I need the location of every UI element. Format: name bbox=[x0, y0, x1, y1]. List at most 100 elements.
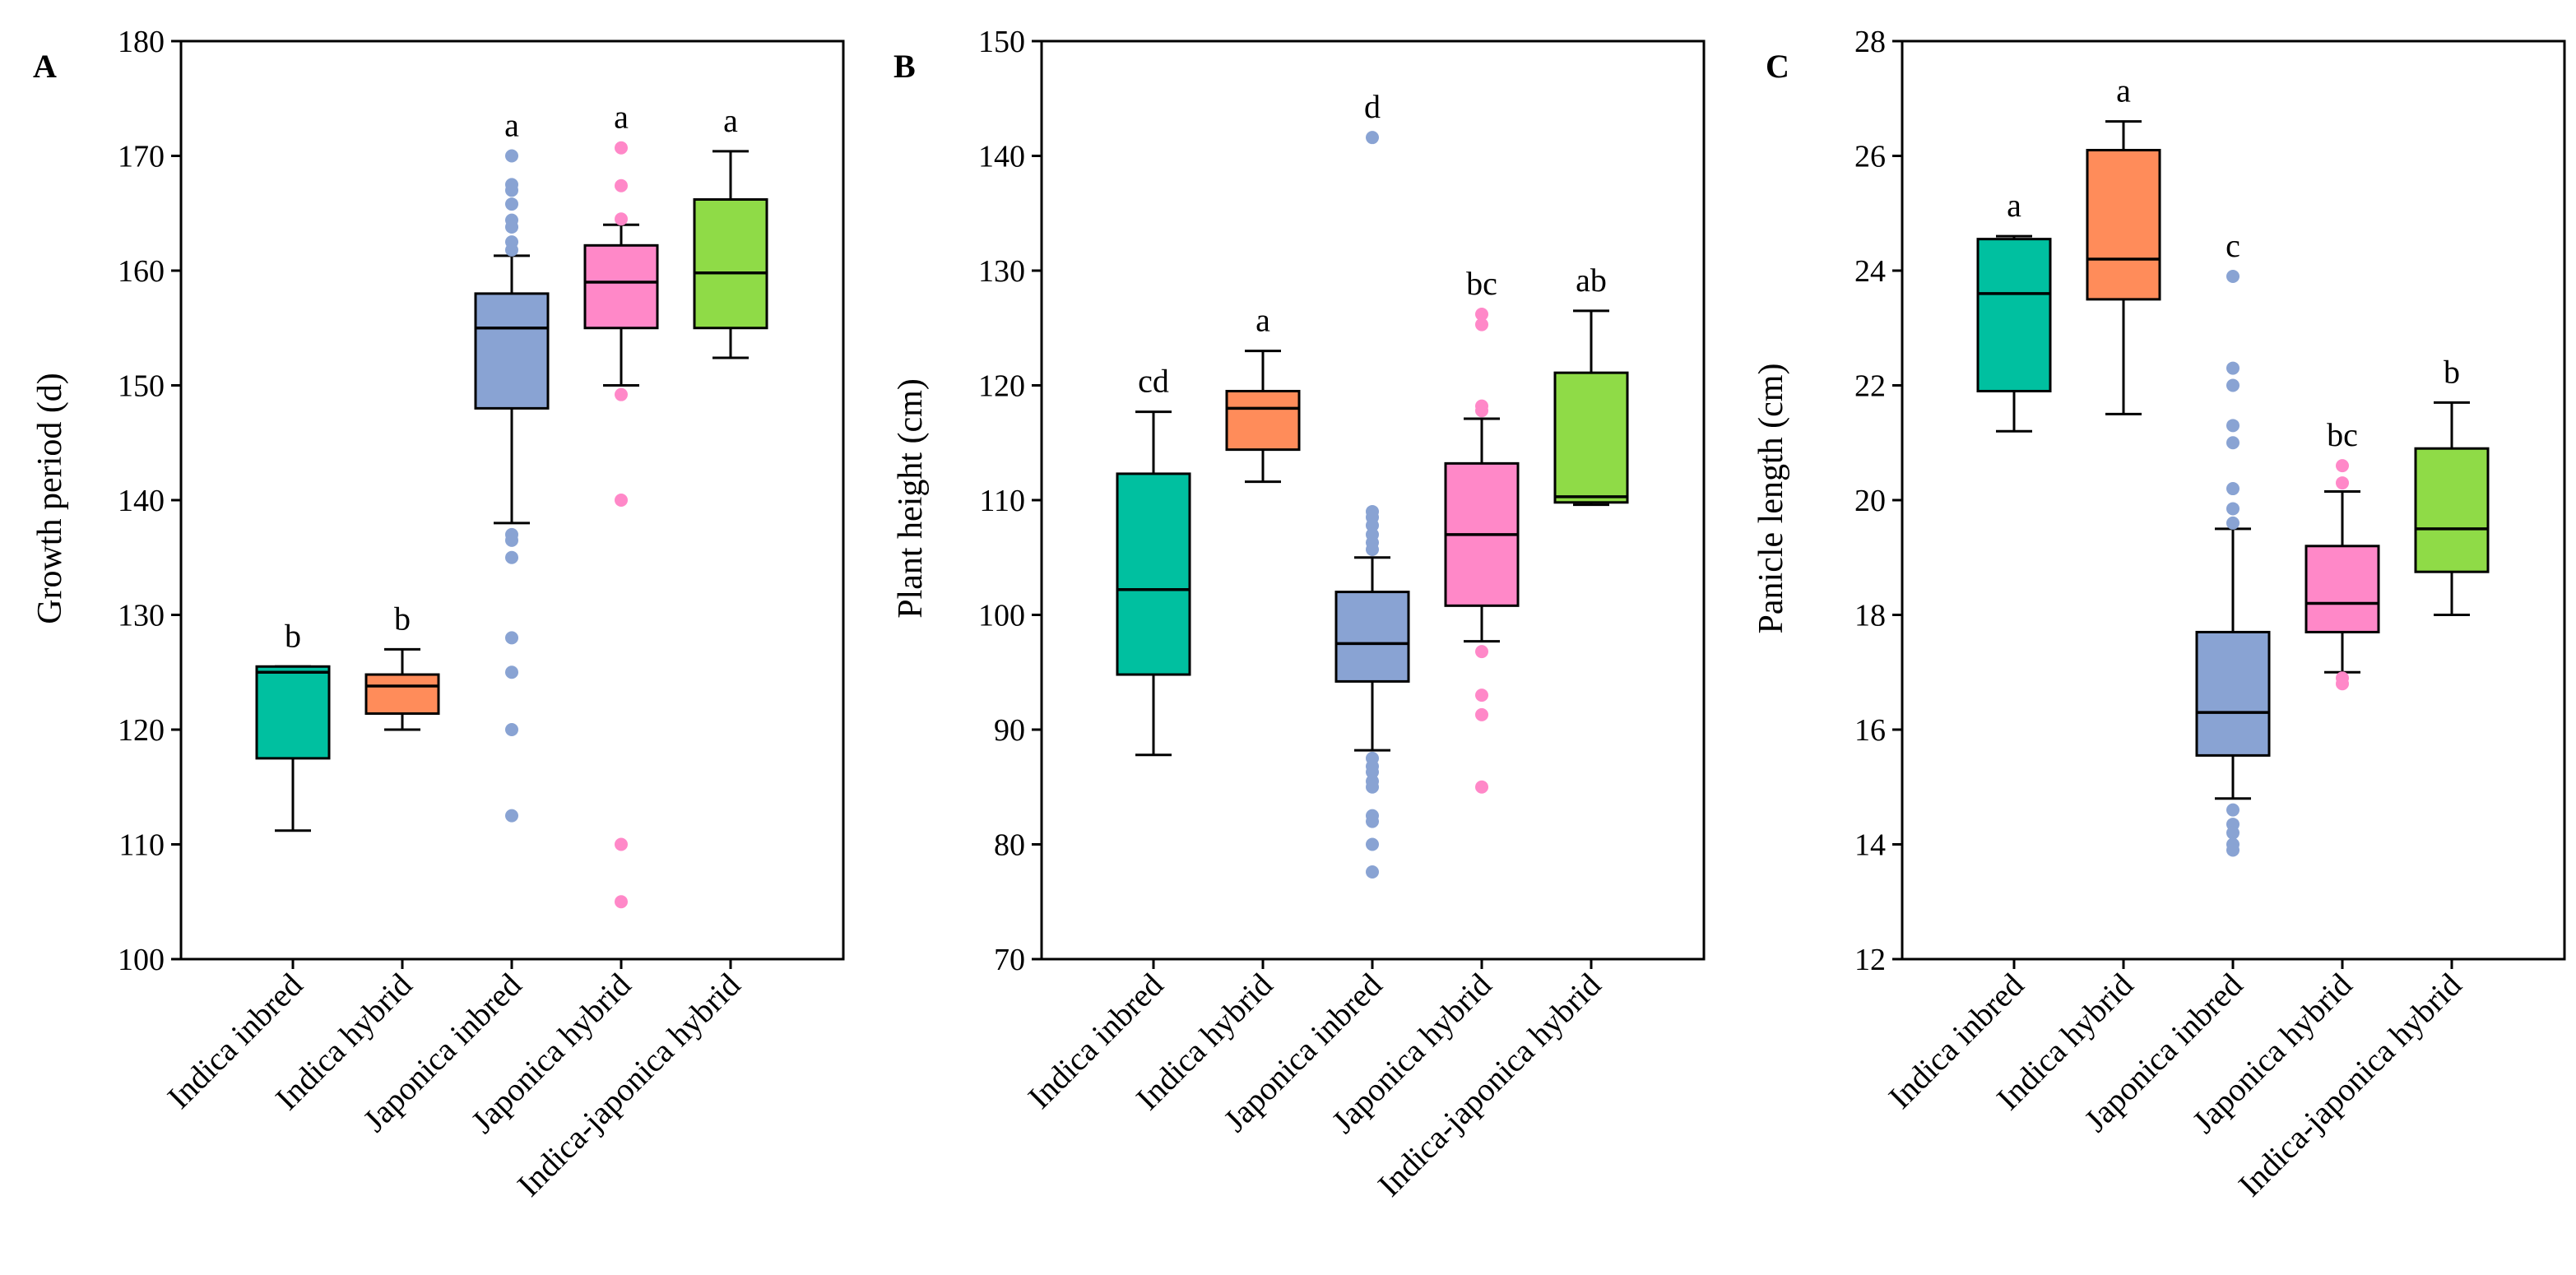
panel-c: C Panicle length (cm) 12 14 16 18 20 22 24 26 28… bbox=[1752, 25, 2566, 1204]
box bbox=[2086, 149, 2161, 301]
y-tick-label: 100 bbox=[978, 599, 1025, 633]
outlier-point bbox=[615, 141, 628, 155]
outlier-point bbox=[2226, 826, 2239, 840]
y-tick-label: 110 bbox=[118, 828, 165, 863]
y-tick-label: 90 bbox=[994, 713, 1025, 748]
y-tick-label: 120 bbox=[978, 369, 1025, 404]
outlier-point bbox=[505, 533, 518, 547]
y-tick-label: 100 bbox=[118, 943, 165, 977]
y-tick-label: 170 bbox=[118, 140, 165, 174]
y-tick-label: 20 bbox=[1854, 484, 1886, 518]
outlier-point bbox=[505, 665, 518, 679]
box bbox=[1334, 591, 1410, 683]
outlier-point bbox=[505, 183, 518, 197]
y-tick-label: 130 bbox=[978, 254, 1025, 289]
x-category-label: Indica-japonica hybrid bbox=[510, 967, 748, 1204]
box bbox=[255, 665, 331, 760]
y-tick-label: 26 bbox=[1854, 140, 1886, 174]
panel-letter: B bbox=[893, 48, 916, 85]
panel-b: B Plant height (cm) 70 80 90 100 110 120 130 14… bbox=[892, 25, 1706, 1204]
significance-letter: a bbox=[2007, 187, 2021, 224]
outlier-point bbox=[2336, 476, 2349, 490]
outlier-point bbox=[505, 220, 518, 234]
outlier-point bbox=[505, 243, 518, 257]
outlier-point bbox=[2226, 269, 2239, 283]
outlier-point bbox=[2226, 803, 2239, 817]
outlier-point bbox=[1475, 688, 1488, 702]
significance-letter: ab bbox=[1576, 262, 1607, 299]
outlier-point bbox=[505, 809, 518, 823]
outlier-point bbox=[1475, 780, 1488, 794]
significance-letter: c bbox=[2226, 227, 2240, 264]
outlier-point bbox=[1366, 780, 1379, 794]
outlier-point bbox=[1475, 707, 1488, 721]
significance-letter: b bbox=[2444, 353, 2460, 390]
outlier-point bbox=[1366, 814, 1379, 828]
panel-letter: C bbox=[1766, 48, 1789, 85]
box bbox=[364, 673, 440, 715]
outlier-point bbox=[2226, 516, 2239, 530]
y-tick-label: 140 bbox=[978, 140, 1025, 174]
y-tick-label: 14 bbox=[1854, 828, 1886, 863]
box bbox=[2195, 630, 2271, 757]
significance-letter: cd bbox=[1138, 363, 1169, 400]
y-axis-title: Growth period (d) bbox=[31, 373, 69, 624]
panel-a: A Growth period (d) 100 110 120 130 140 150 16… bbox=[31, 25, 845, 1204]
outlier-point bbox=[1475, 645, 1488, 659]
outlier-point bbox=[505, 550, 518, 564]
significance-letter: a bbox=[504, 107, 519, 144]
outlier-point bbox=[505, 631, 518, 645]
outlier-point bbox=[615, 178, 628, 192]
y-tick-label: 28 bbox=[1854, 25, 1886, 59]
significance-letter: a bbox=[614, 99, 629, 136]
y-tick-label: 150 bbox=[978, 25, 1025, 59]
y-tick-label: 16 bbox=[1854, 713, 1886, 748]
outlier-point bbox=[2226, 482, 2239, 496]
outlier-point bbox=[1366, 865, 1379, 879]
y-tick-label: 140 bbox=[118, 484, 165, 518]
y-axis-title: Plant height (cm) bbox=[892, 378, 930, 619]
outlier-point bbox=[1475, 308, 1488, 322]
outlier-point bbox=[1366, 518, 1379, 532]
box bbox=[583, 243, 659, 330]
x-category-label: Indica-japonica hybrid bbox=[2231, 967, 2469, 1204]
box bbox=[693, 198, 768, 330]
outlier-point bbox=[1475, 404, 1488, 418]
y-tick-label: 180 bbox=[118, 25, 165, 59]
outlier-point bbox=[615, 387, 628, 401]
significance-letter: bc bbox=[2327, 416, 2358, 453]
y-tick-label: 160 bbox=[118, 254, 165, 289]
outlier-point bbox=[615, 212, 628, 226]
significance-letter: bc bbox=[1466, 265, 1497, 302]
outlier-point bbox=[615, 895, 628, 909]
y-tick-label: 130 bbox=[118, 599, 165, 633]
outlier-point bbox=[505, 723, 518, 736]
y-tick-label: 110 bbox=[979, 484, 1025, 518]
significance-letter: d bbox=[1364, 88, 1381, 125]
box bbox=[1976, 238, 2052, 392]
outlier-point bbox=[2226, 843, 2239, 857]
box bbox=[2414, 447, 2490, 573]
outlier-point bbox=[1366, 765, 1379, 779]
outlier-point bbox=[1366, 542, 1379, 556]
y-tick-label: 80 bbox=[994, 828, 1025, 863]
panel-letter: A bbox=[33, 48, 57, 85]
box bbox=[1116, 472, 1191, 676]
box bbox=[1225, 389, 1301, 452]
y-tick-label: 24 bbox=[1854, 254, 1886, 289]
x-category-label: Indica-japonica hybrid bbox=[1371, 967, 1608, 1204]
y-axis-title: Panicle length (cm) bbox=[1752, 364, 1790, 634]
outlier-point bbox=[2336, 459, 2349, 473]
significance-letter: b bbox=[285, 617, 301, 654]
outlier-point bbox=[2336, 677, 2349, 691]
outlier-point bbox=[505, 149, 518, 163]
box bbox=[2304, 545, 2380, 633]
outlier-point bbox=[2226, 419, 2239, 433]
outlier-point bbox=[505, 197, 518, 211]
outlier-point bbox=[2226, 378, 2239, 392]
significance-letter: b bbox=[394, 600, 411, 637]
outlier-point bbox=[615, 494, 628, 507]
y-tick-label: 22 bbox=[1854, 369, 1886, 404]
significance-letter: a bbox=[2116, 72, 2131, 109]
